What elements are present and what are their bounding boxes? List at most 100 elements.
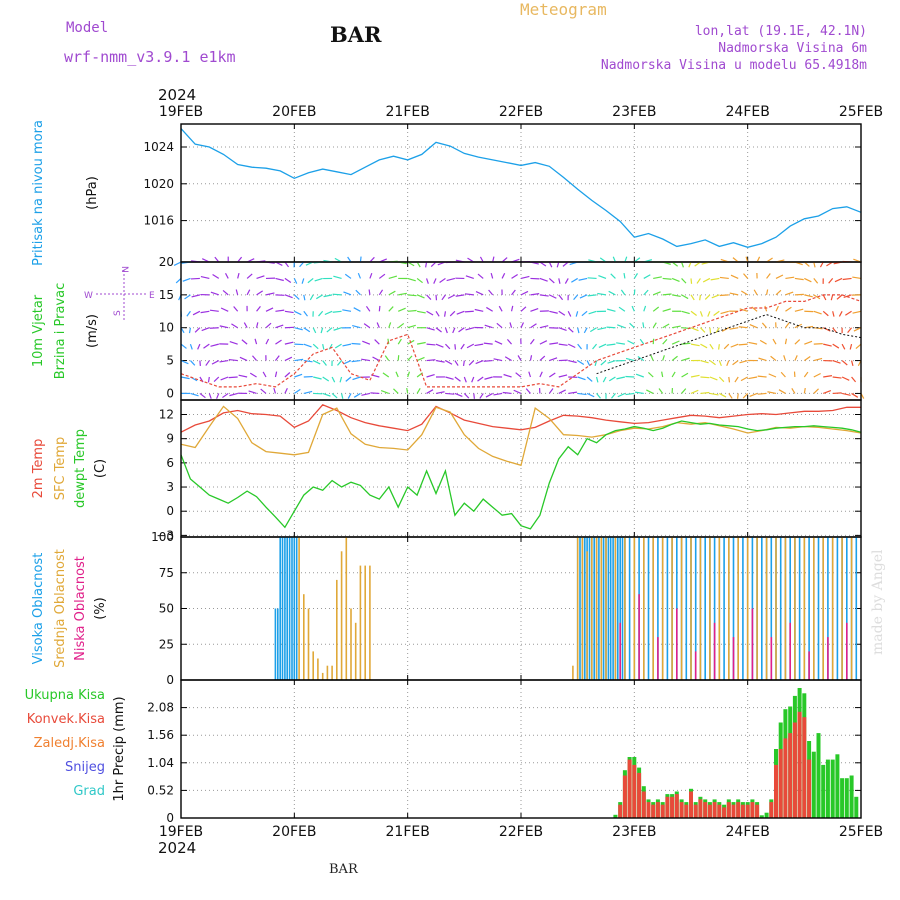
wind-vector xyxy=(355,289,361,296)
bar-1 xyxy=(699,537,702,680)
bar-1 xyxy=(572,665,574,680)
wind-vector xyxy=(312,360,321,365)
wind-vector xyxy=(772,338,777,345)
wind-vector xyxy=(344,273,352,279)
wind-vector xyxy=(374,339,380,345)
bar-1 xyxy=(646,802,651,818)
wind-vector xyxy=(813,388,819,394)
bar-0 xyxy=(821,764,826,818)
bar-1 xyxy=(670,796,675,818)
bar-0 xyxy=(808,537,810,680)
bar-1 xyxy=(679,802,684,818)
bar-0 xyxy=(836,537,839,680)
wind-vector xyxy=(520,322,525,328)
wind-vector xyxy=(766,273,771,279)
wind-vector xyxy=(757,375,767,378)
wind-vector xyxy=(359,256,362,263)
wind-vector xyxy=(322,360,327,366)
wind-vector xyxy=(528,371,532,378)
wind-vector xyxy=(671,340,680,345)
wind-vector xyxy=(581,310,588,317)
wind-vector xyxy=(770,355,777,362)
bar-2 xyxy=(694,651,697,680)
wind-vector xyxy=(671,371,676,378)
bar-1 xyxy=(726,802,731,818)
wind-vector xyxy=(681,278,687,284)
wind-vector xyxy=(407,294,417,297)
y-tick-label: −3 xyxy=(156,528,174,542)
wind-vector xyxy=(361,358,370,362)
wind-vector xyxy=(517,355,522,361)
y-tick-label: 25 xyxy=(159,637,174,651)
wind-vector xyxy=(474,343,484,347)
wind-vector xyxy=(587,294,597,297)
bar-0 xyxy=(732,537,735,680)
wind-vector xyxy=(690,389,699,394)
panel-ylabel: SFC Temp xyxy=(53,437,68,501)
bar-0 xyxy=(279,537,281,680)
wind-vector xyxy=(785,306,792,312)
wind-vector xyxy=(407,371,411,378)
wind-vector xyxy=(558,374,568,378)
bar-0 xyxy=(617,537,619,680)
bar-2 xyxy=(657,637,659,680)
wind-vector xyxy=(597,327,607,331)
bar-0 xyxy=(291,537,293,680)
wind-vector xyxy=(228,376,238,379)
wind-vector xyxy=(583,327,588,334)
y-tick-label: 50 xyxy=(159,602,174,616)
wind-vector xyxy=(425,278,429,284)
bar-0 xyxy=(855,537,858,680)
bar-1 xyxy=(788,733,793,818)
bar-0 xyxy=(830,759,835,818)
y-tick-label: 10 xyxy=(159,321,174,335)
panel-ylabel: dewpt Temp xyxy=(73,429,88,508)
wind-vector xyxy=(729,327,739,330)
bar-1 xyxy=(627,759,632,818)
bar-0 xyxy=(277,608,279,680)
wind-vector xyxy=(681,357,690,362)
wind-vector xyxy=(333,327,342,331)
wind-vector xyxy=(210,291,219,296)
wind-vector xyxy=(426,327,435,331)
wind-vector xyxy=(851,392,859,398)
wind-vector xyxy=(740,376,748,382)
bar-1 xyxy=(737,537,739,680)
wind-vector xyxy=(210,343,219,347)
wind-vector xyxy=(681,388,687,394)
bar-1 xyxy=(740,804,745,818)
bar-1 xyxy=(807,759,812,818)
bar-0 xyxy=(647,537,650,680)
bar-1 xyxy=(684,804,689,818)
wind-vector xyxy=(700,391,710,395)
wind-vector xyxy=(454,360,459,366)
wind-vector xyxy=(597,292,607,296)
wind-vector xyxy=(443,311,447,317)
wind-vector xyxy=(479,393,484,399)
wind-vector xyxy=(588,310,597,315)
bar-1 xyxy=(755,804,760,818)
wind-vector xyxy=(509,322,513,328)
wind-vector xyxy=(558,310,566,316)
bar-1 xyxy=(707,804,712,818)
wind-vector xyxy=(426,359,436,362)
bar-1 xyxy=(651,804,656,818)
wind-vector xyxy=(681,342,691,345)
wind-vector xyxy=(184,294,191,300)
wind-vector xyxy=(803,356,811,362)
wind-vector xyxy=(696,278,701,284)
wind-speed-line xyxy=(596,314,862,375)
wind-vector xyxy=(203,343,210,349)
wind-vector xyxy=(343,291,352,296)
wind-vector xyxy=(352,376,361,381)
wind-vector xyxy=(361,392,371,396)
wind-vector xyxy=(607,360,616,364)
wind-vector xyxy=(672,294,681,298)
wind-vector xyxy=(627,340,635,345)
bar-1 xyxy=(841,537,843,680)
bar-1 xyxy=(803,537,806,680)
bar-1 xyxy=(850,537,853,680)
bar-0 xyxy=(593,537,595,680)
wind-vector xyxy=(229,340,238,345)
wind-vector xyxy=(369,256,375,263)
